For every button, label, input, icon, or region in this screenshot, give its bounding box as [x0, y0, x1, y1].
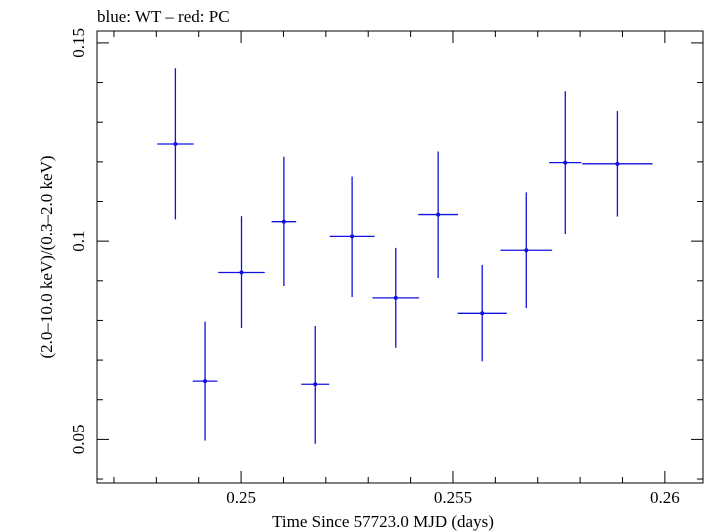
point-marker — [615, 161, 620, 166]
point-marker — [173, 142, 178, 146]
data-point — [372, 247, 420, 348]
point-marker — [239, 270, 244, 275]
y-tick-label: 0.1 — [69, 231, 88, 252]
point-marker — [563, 160, 568, 165]
data-point — [549, 91, 582, 235]
y-tick-label: 0.15 — [69, 28, 88, 58]
chart-title: blue: WT – red: PC — [97, 7, 230, 26]
point-marker — [524, 248, 529, 253]
x-axis: 0.25 0.255 0.26 — [113, 31, 680, 507]
point-marker — [436, 212, 441, 217]
data-series — [157, 68, 653, 444]
x-tick-label: 0.25 — [226, 488, 256, 507]
point-marker — [480, 311, 485, 316]
data-point — [192, 321, 218, 441]
point-marker — [350, 234, 355, 239]
data-point — [271, 156, 297, 286]
y-axis: 0.05 0.1 0.15 — [69, 28, 703, 480]
point-marker — [393, 295, 398, 300]
point-marker — [313, 382, 318, 387]
data-point — [457, 264, 507, 362]
data-point — [582, 111, 653, 217]
x-axis-label: Time Since 57723.0 MJD (days) — [272, 512, 494, 531]
plot-frame — [96, 30, 704, 484]
x-tick-label: 0.26 — [650, 488, 680, 507]
y-axis-label: (2.0–10.0 keV)/(0.3–2.0 keV) — [37, 155, 56, 358]
y-tick-label: 0.05 — [69, 425, 88, 455]
data-point — [418, 151, 459, 279]
point-marker — [281, 219, 286, 224]
data-point — [157, 68, 194, 220]
data-point — [500, 192, 553, 309]
data-point — [301, 325, 330, 444]
x-tick-label: 0.255 — [434, 488, 472, 507]
data-point — [218, 216, 265, 328]
point-marker — [203, 379, 208, 384]
data-point — [329, 176, 375, 298]
